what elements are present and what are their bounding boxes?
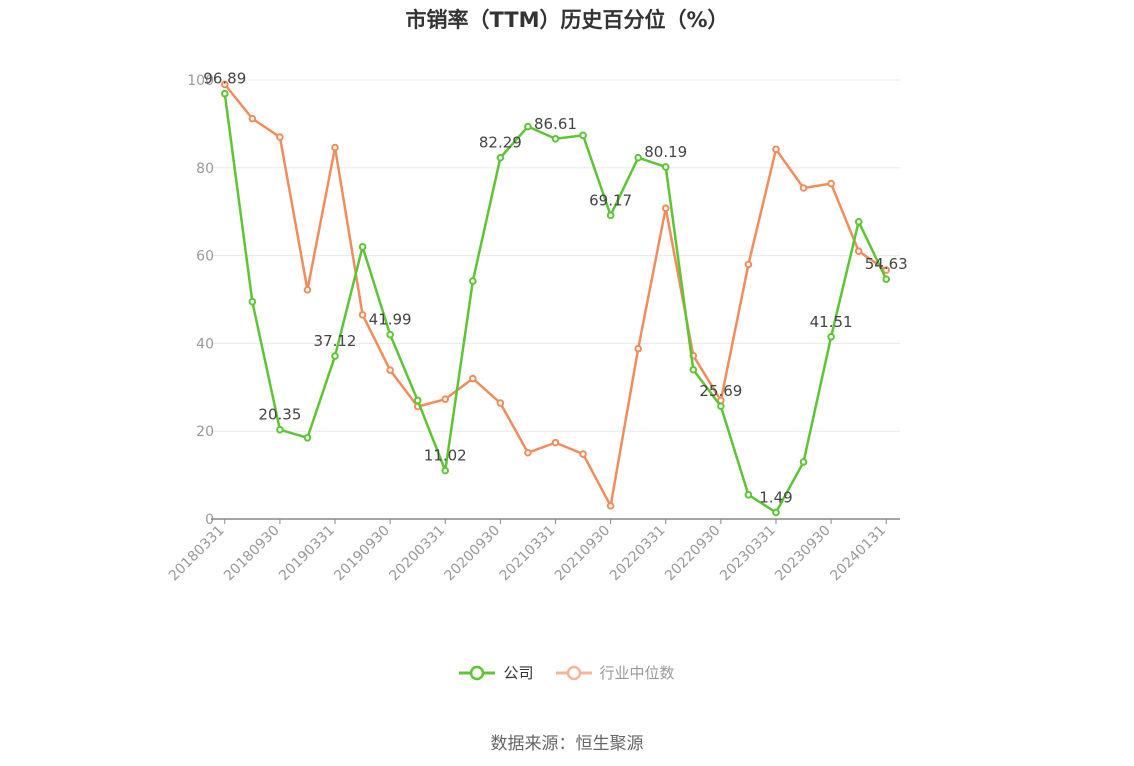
x-tick-label: 20220331 bbox=[607, 523, 669, 585]
x-tick-label: 20210331 bbox=[497, 523, 559, 585]
industry-point bbox=[799, 184, 808, 192]
legend-label-industry: 行业中位数 bbox=[599, 664, 675, 682]
company-point bbox=[772, 508, 780, 517]
industry-point bbox=[551, 438, 560, 447]
axes: 0 20 40 60 80 100 2018033120180930201903312019… bbox=[166, 73, 900, 584]
x-tick-label: 20230930 bbox=[772, 523, 834, 585]
chart-title: 市销率（TTM）历史百分位（%） bbox=[405, 8, 729, 32]
industry-point bbox=[524, 448, 532, 457]
x-tick-label: 20190331 bbox=[276, 523, 338, 585]
company-point bbox=[551, 134, 560, 143]
industry-point bbox=[386, 366, 394, 374]
company-legend-icon bbox=[459, 665, 496, 680]
x-tick-label: 20230331 bbox=[717, 523, 779, 585]
legend-item-company[interactable]: 公司 bbox=[459, 662, 534, 683]
industry-point bbox=[579, 450, 587, 458]
industry-legend-icon bbox=[555, 665, 592, 680]
x-tick-label: 20200930 bbox=[442, 523, 504, 585]
data-label: 1.49 bbox=[759, 488, 792, 506]
industry-point bbox=[303, 286, 312, 294]
industry-point bbox=[744, 260, 753, 269]
data-label: 20.35 bbox=[258, 406, 301, 424]
data-label: 86.61 bbox=[534, 115, 577, 133]
company-point bbox=[689, 365, 698, 374]
company-point bbox=[524, 122, 532, 131]
company-point bbox=[827, 332, 835, 341]
data-label: 37.12 bbox=[314, 332, 357, 350]
company-point bbox=[386, 330, 394, 339]
data-label: 82.29 bbox=[479, 134, 522, 152]
x-tick-label: 20180930 bbox=[221, 523, 283, 585]
data-label: 41.99 bbox=[369, 311, 412, 329]
company-point bbox=[634, 153, 642, 162]
data-label: 25.69 bbox=[699, 382, 742, 400]
industry-point bbox=[882, 266, 891, 274]
company-point bbox=[717, 402, 725, 411]
x-tick-label: 20200331 bbox=[386, 523, 448, 585]
company-point bbox=[413, 396, 422, 405]
company-point bbox=[276, 425, 284, 434]
data-label: 41.51 bbox=[810, 313, 853, 331]
industry-point bbox=[248, 114, 257, 123]
legend: 公司 行业中位数 bbox=[0, 662, 1134, 683]
company-point bbox=[854, 217, 863, 226]
industry-point bbox=[220, 80, 229, 89]
company-point bbox=[469, 277, 477, 285]
industry-point bbox=[276, 133, 284, 141]
company-point bbox=[496, 153, 505, 162]
company-line bbox=[223, 93, 888, 514]
data-label: 69.17 bbox=[589, 191, 632, 209]
data-label: 54.63 bbox=[865, 255, 908, 273]
y-tick-label: 80 bbox=[196, 161, 214, 177]
company-point bbox=[358, 243, 367, 251]
company-point bbox=[744, 491, 753, 499]
company-point bbox=[799, 458, 808, 466]
industry-point bbox=[496, 399, 505, 407]
company-point bbox=[579, 131, 587, 140]
industry-point bbox=[358, 311, 367, 319]
industry-point bbox=[772, 145, 780, 154]
company-point bbox=[248, 297, 257, 306]
legend-item-industry[interactable]: 行业中位数 bbox=[555, 662, 675, 683]
industry-point bbox=[634, 344, 642, 353]
company-point bbox=[882, 275, 891, 283]
source-note: 数据来源：恒生聚源 bbox=[490, 734, 644, 754]
company-point bbox=[303, 433, 312, 442]
company-point bbox=[606, 211, 615, 220]
company-point bbox=[331, 352, 339, 360]
company-point bbox=[661, 163, 670, 171]
y-tick-label: 100 bbox=[187, 73, 214, 89]
data-labels: 96.89 20.35 37.12 41.99 11.02 82.29 86.61 69.17… bbox=[203, 70, 907, 507]
x-tick-label: 20180331 bbox=[166, 523, 228, 585]
industry-point bbox=[854, 247, 863, 256]
x-tick-label: 20220930 bbox=[662, 523, 724, 585]
company-point bbox=[220, 89, 229, 98]
y-tick-label: 20 bbox=[196, 424, 214, 440]
series-lines bbox=[220, 80, 891, 517]
industry-point bbox=[441, 395, 450, 403]
x-tick-label: 20190930 bbox=[331, 523, 393, 585]
y-tick-label: 0 bbox=[205, 512, 214, 528]
y-tick-label: 40 bbox=[196, 336, 214, 352]
legend-label-company: 公司 bbox=[503, 664, 534, 682]
y-tick-label: 60 bbox=[196, 249, 214, 265]
grid-lines bbox=[211, 79, 900, 432]
industry-point bbox=[606, 502, 615, 510]
industry-point bbox=[827, 179, 835, 188]
company-point bbox=[441, 466, 450, 475]
x-tick-label: 20240131 bbox=[827, 523, 889, 585]
industry-point bbox=[469, 374, 477, 383]
industry-point bbox=[661, 204, 670, 212]
data-label: 96.89 bbox=[203, 70, 246, 88]
x-tick-label: 20210930 bbox=[552, 523, 614, 585]
industry-point bbox=[331, 143, 339, 152]
data-label: 11.02 bbox=[424, 447, 467, 465]
data-label: 80.19 bbox=[644, 143, 687, 161]
